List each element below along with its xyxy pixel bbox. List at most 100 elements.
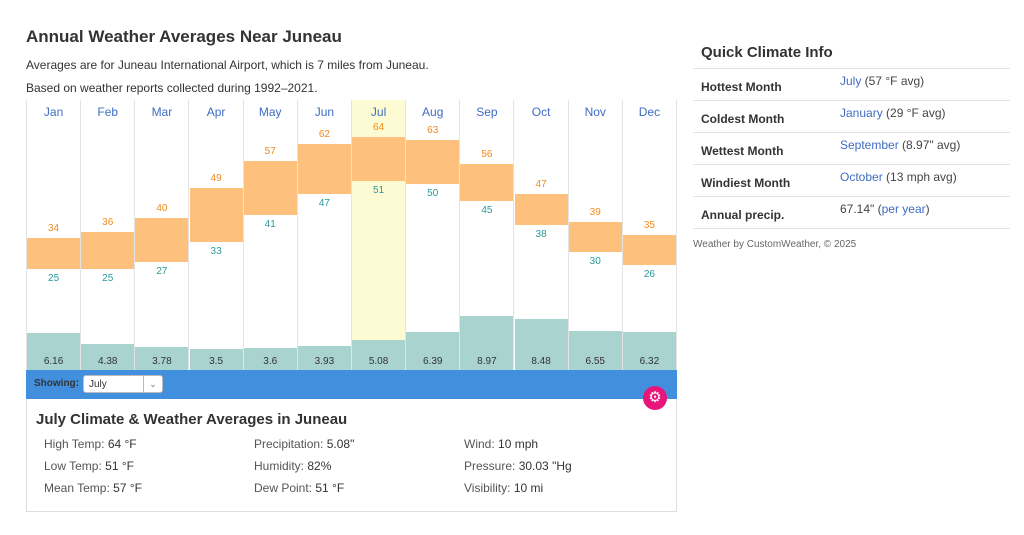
- low-temp-label: 41: [264, 218, 276, 230]
- month-column[interactable]: Jun 62 47 3.93: [297, 100, 352, 370]
- quick-link[interactable]: per year: [881, 202, 926, 216]
- quick-title: Quick Climate Info: [701, 44, 833, 61]
- quick-rest: (13 mph avg): [882, 170, 957, 184]
- quick-key: Coldest Month: [701, 112, 785, 126]
- high-temp-label: 56: [481, 149, 493, 161]
- temp-range-bar: [27, 238, 81, 269]
- detail-item: High Temp: 64 °F: [44, 437, 137, 451]
- detail-item: Pressure: 30.03 "Hg: [464, 459, 572, 473]
- gear-icon[interactable]: ⚙: [643, 386, 667, 410]
- detail-value: 82%: [307, 459, 332, 473]
- showing-bar: Showing: July ⌄: [26, 370, 677, 399]
- high-temp-label: 47: [535, 179, 547, 191]
- precip-label: 8.97: [477, 356, 497, 367]
- month-column[interactable]: Apr 49 33 3.5: [189, 100, 244, 370]
- detail-title: July Climate & Weather Averages in Junea…: [36, 411, 348, 428]
- precip-bar: [514, 319, 568, 370]
- month-select-value: July: [89, 379, 107, 390]
- detail-item: Wind: 10 mph: [464, 437, 538, 451]
- quick-pre: 67.14" (: [840, 202, 882, 216]
- quick-link[interactable]: October: [840, 170, 883, 184]
- high-temp-label: 63: [427, 125, 439, 137]
- month-select[interactable]: July ⌄: [83, 375, 163, 393]
- detail-item: Visibility: 10 mi: [464, 481, 543, 495]
- low-temp-label: 26: [643, 269, 655, 281]
- quick-value: January (29 °F avg): [840, 106, 946, 120]
- low-temp-label: 38: [535, 228, 547, 240]
- month-column[interactable]: Nov 39 30 6.55: [568, 100, 623, 370]
- quick-rest: ): [925, 202, 930, 216]
- month-label: Oct: [531, 105, 551, 119]
- month-column[interactable]: Sep 56 45 8.97: [460, 100, 515, 370]
- precip-bar: [189, 349, 243, 370]
- month-column[interactable]: Feb 36 25 4.38: [81, 100, 136, 370]
- temp-range-bar: [352, 137, 406, 181]
- precip-bar: [460, 316, 514, 370]
- quick-climate-info: Quick Climate Info Hottest Month July (5…: [693, 44, 1010, 229]
- high-temp-label: 40: [156, 203, 168, 215]
- month-label: Jul: [370, 105, 387, 119]
- detail-key: Low Temp:: [44, 459, 102, 473]
- month-label: Jun: [314, 105, 335, 119]
- precip-bar: [297, 346, 351, 370]
- month-column[interactable]: Jul 64 51 5.08: [352, 100, 407, 370]
- precip-bar: [243, 348, 297, 370]
- precip-label: 4.38: [98, 356, 118, 367]
- credit-text: Weather by CustomWeather, © 2025: [693, 239, 857, 250]
- detail-value: 10 mi: [513, 481, 544, 495]
- precip-bar: [622, 332, 676, 370]
- month-column[interactable]: Aug 63 50 6.39: [406, 100, 461, 370]
- month-label: Nov: [584, 105, 606, 119]
- quick-row: Hottest Month July (57 °F avg): [693, 68, 1010, 100]
- low-temp-label: 51: [373, 184, 385, 196]
- detail-key: Precipitation:: [254, 437, 324, 451]
- temp-range-bar: [460, 164, 514, 202]
- temp-range-bar: [243, 160, 297, 215]
- quick-link[interactable]: July: [840, 74, 862, 88]
- quick-key: Wettest Month: [701, 144, 784, 158]
- detail-key: Humidity:: [254, 459, 305, 473]
- detail-value: 30.03 "Hg: [518, 459, 572, 473]
- temp-range-bar: [81, 231, 135, 269]
- high-temp-label: 36: [102, 216, 114, 228]
- month-label: Mar: [151, 105, 173, 119]
- temp-range-bar: [189, 187, 243, 242]
- precip-label: 6.55: [585, 356, 605, 367]
- quick-rest: (29 °F avg): [882, 106, 946, 120]
- month-column[interactable]: Oct 47 38 8.48: [514, 100, 569, 370]
- high-temp-label: 49: [210, 172, 222, 184]
- month-column[interactable]: May 57 41 3.6: [243, 100, 298, 370]
- detail-value: 5.08": [326, 437, 355, 451]
- quick-key: Windiest Month: [701, 176, 791, 190]
- temp-range-bar: [514, 194, 568, 225]
- high-temp-label: 35: [643, 220, 655, 232]
- detail-item: Precipitation: 5.08": [254, 437, 354, 451]
- month-column[interactable]: Dec 35 26 6.32: [622, 100, 677, 370]
- month-column[interactable]: Jan 34 25 6.16: [27, 100, 82, 370]
- quick-link[interactable]: January: [840, 106, 883, 120]
- quick-row: Windiest Month October (13 mph avg): [693, 164, 1010, 196]
- detail-key: Pressure:: [464, 459, 516, 473]
- precip-label: 8.48: [531, 356, 551, 367]
- weather-chart: Jan 34 25 6.16 Feb 36 25 4.38 Mar 40 27 …: [26, 100, 677, 370]
- quick-link[interactable]: September: [840, 138, 899, 152]
- precip-bar: [135, 347, 189, 370]
- temp-range-bar: [297, 143, 351, 195]
- high-temp-label: 39: [589, 206, 601, 218]
- high-temp-label: 62: [318, 128, 330, 140]
- month-detail-panel: July Climate & Weather Averages in Junea…: [26, 399, 677, 512]
- month-column[interactable]: Mar 40 27 3.78: [135, 100, 190, 370]
- precip-bar: [568, 330, 622, 370]
- low-temp-label: 45: [481, 205, 493, 217]
- precip-label: 3.6: [263, 356, 278, 367]
- low-temp-label: 47: [318, 198, 330, 210]
- quick-value: October (13 mph avg): [840, 170, 957, 184]
- detail-value: 10 mph: [498, 437, 539, 451]
- detail-item: Low Temp: 51 °F: [44, 459, 134, 473]
- precip-label: 6.39: [423, 356, 443, 367]
- page-title: Annual Weather Averages Near Juneau: [26, 27, 342, 46]
- precip-label: 6.16: [43, 356, 64, 367]
- detail-key: High Temp:: [44, 437, 105, 451]
- precip-bar: [81, 343, 135, 370]
- quick-rest: (8.97" avg): [898, 138, 961, 152]
